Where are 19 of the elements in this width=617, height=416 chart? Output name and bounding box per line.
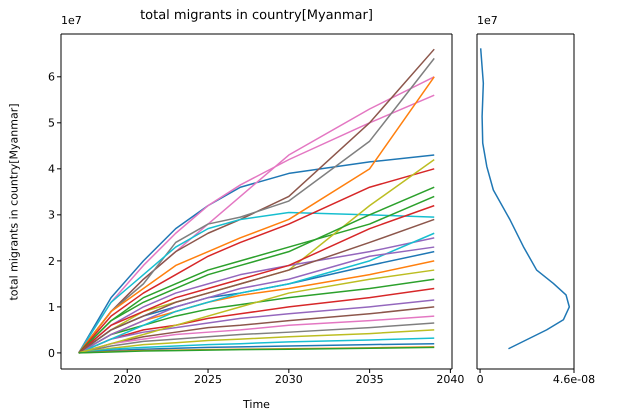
x-tick-label: 2040 <box>436 372 464 386</box>
x-tick-label: 2020 <box>113 372 142 386</box>
x-tick-label: 2025 <box>194 372 222 386</box>
y-tick-label: 4 <box>48 162 55 176</box>
y-tick-label: 6 <box>48 70 55 84</box>
x-tick-label: 4.6e-08 <box>552 372 596 386</box>
x-tick-label: 0 <box>476 372 484 386</box>
text: 1e7 <box>477 14 498 27</box>
text: 1e7 <box>61 14 82 27</box>
y-tick-label: 5 <box>48 116 55 130</box>
y-axis-title: total migrants in country[Myanmar] <box>8 102 20 300</box>
x-axis-title: Time <box>242 398 271 411</box>
x-tick-label: 2030 <box>274 372 303 386</box>
y-tick-label: 1 <box>48 300 55 314</box>
chart-title: total migrants in country[Myanmar] <box>140 8 373 23</box>
y-tick-label: 3 <box>48 208 55 222</box>
y-tick-label: 2 <box>48 254 55 268</box>
x-tick-label: 2035 <box>356 372 384 386</box>
y-tick-label: 0 <box>48 346 55 360</box>
